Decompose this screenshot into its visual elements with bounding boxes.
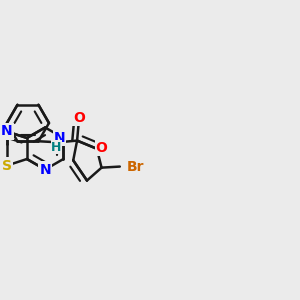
Text: N: N	[39, 163, 51, 176]
Text: H: H	[51, 141, 62, 154]
Text: O: O	[96, 141, 107, 154]
Text: N: N	[54, 131, 65, 145]
Text: N: N	[1, 124, 13, 139]
Text: O: O	[73, 111, 85, 125]
Text: S: S	[2, 158, 12, 172]
Text: Br: Br	[126, 160, 144, 174]
